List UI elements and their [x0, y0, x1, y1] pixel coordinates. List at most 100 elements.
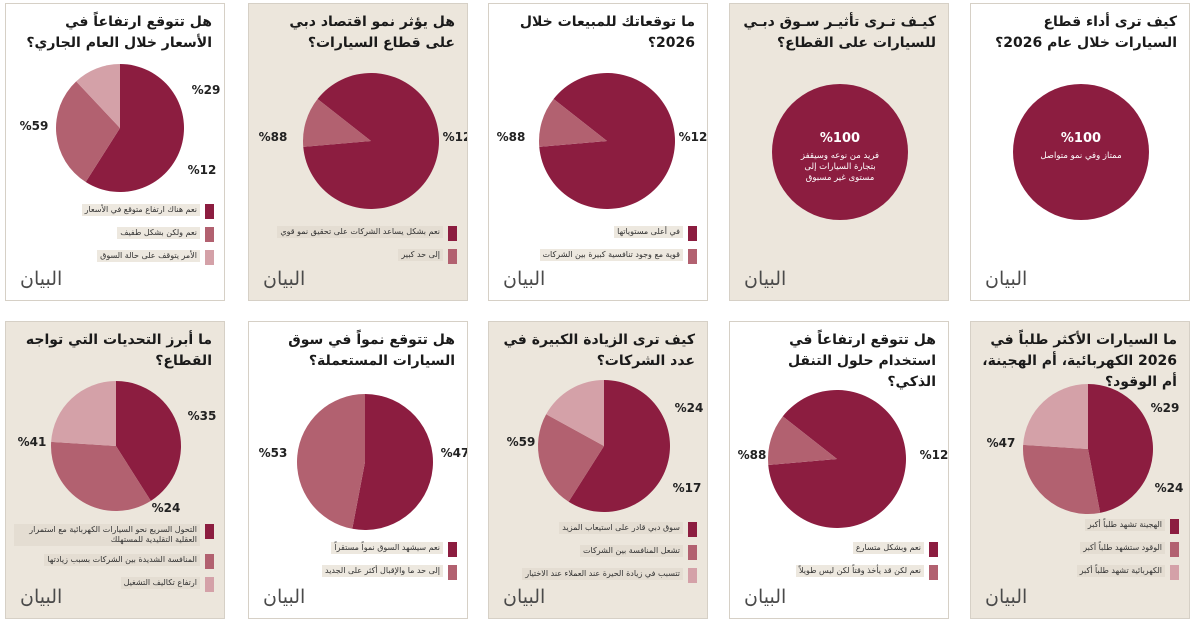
pie-chart: %88 %12: [259, 73, 468, 210]
legend-swatch: [448, 249, 457, 264]
legend-item: إلى حد ما والإقبال أكثر على الجديد: [257, 565, 457, 580]
survey-card: ما السيارات الأكثر طلباً في 2026 الكهربا…: [970, 321, 1190, 619]
value-label: %59: [507, 435, 536, 449]
value-label: %24: [1155, 481, 1184, 495]
value-label: %88: [497, 130, 526, 144]
pie-slice: [539, 73, 675, 210]
legend-label: ارتفاع تكاليف التشغيل: [120, 577, 200, 589]
pie-chart: %59 %29 %12: [20, 64, 220, 192]
legend-item: المنافسة الشديدة بين الشركات بسبب زيادته…: [14, 554, 214, 569]
pie-slice: [568, 380, 670, 512]
value-label: %35: [188, 409, 217, 423]
pie-slice: [768, 416, 837, 466]
legend-item: الكهربائية تشهد طلباً أكبر: [979, 565, 1179, 580]
pie-chart: %100 ممتاز وفي نمو متواصل: [1013, 84, 1149, 220]
legend-swatch: [448, 565, 457, 580]
albayan-logo: البيان: [985, 586, 1028, 608]
legend-swatch: [688, 249, 697, 264]
legend-swatch: [688, 522, 697, 537]
legend-label: الأمر يتوقف على حالة السوق: [97, 250, 200, 262]
legend-label: نعم هناك ارتفاع متوقع في الأسعار: [81, 204, 200, 216]
legend-label: قوية مع وجود تنافسية كبيرة بين الشركات: [539, 249, 683, 261]
value-label: %12: [920, 448, 949, 462]
albayan-logo: البيان: [20, 586, 63, 608]
value-label: %100: [820, 131, 860, 146]
pie-slice: [116, 381, 182, 501]
legend-label: سوق دبي قادر على استيعاب المزيد: [559, 522, 683, 534]
value-label: %59: [20, 119, 49, 133]
legend: الهجينة تشهد طلباً أكبر الوقود ستشهد طلبا…: [979, 519, 1179, 588]
value-label: %88: [259, 130, 288, 144]
legend-label: الكهربائية تشهد طلباً أكبر: [1076, 565, 1165, 577]
legend: نعم بشكل يساعد الشركات على تحقيق نمو قوي…: [257, 226, 457, 272]
pie-slice: [539, 98, 607, 147]
chart-title: هل يؤثر نمو اقتصاد دبي على قطاع السيارات…: [289, 14, 455, 51]
pie-slice: [50, 441, 151, 511]
legend-item: ارتفاع تكاليف التشغيل: [14, 577, 214, 592]
legend-label: التحول السريع نحو السيارات الكهربائية مع…: [14, 524, 200, 546]
survey-card: ما توقعاتك للمبيعات خلال 2026؟ %88 %12 في أ…: [488, 3, 708, 301]
survey-card: هل يؤثر نمو اقتصاد دبي على قطاع السيارات…: [248, 3, 468, 301]
pie-slice: [538, 414, 604, 502]
legend-item: نعم بشكل يساعد الشركات على تحقيق نمو قوي: [257, 226, 457, 241]
value-label: %88: [738, 448, 767, 462]
pie-slice: [772, 84, 908, 220]
legend-swatch: [929, 542, 938, 557]
legend-label: تشعل المنافسة بين الشركات: [579, 545, 683, 557]
legend-swatch: [205, 577, 214, 592]
albayan-logo: البيان: [263, 268, 306, 290]
legend-label: الوقود ستشهد طلباً أكبر: [1080, 542, 1165, 554]
chart-title: هل تتوقع ارتفاعاً في الأسعار خلال العام …: [26, 14, 212, 51]
albayan-logo: البيان: [503, 586, 546, 608]
albayan-logo: البيان: [263, 586, 306, 608]
legend-swatch: [688, 545, 697, 560]
legend-label: إلى حد ما والإقبال أكثر على الجديد: [322, 565, 443, 577]
legend-swatch: [1170, 565, 1179, 580]
value-label: %24: [152, 501, 181, 515]
legend-label: نعم وبشكل متسارع: [852, 542, 924, 554]
survey-card: هل تتوقع ارتفاعاً في استخدام حلول التنقل…: [729, 321, 949, 619]
legend-label: نعم بشكل يساعد الشركات على تحقيق نمو قوي: [277, 226, 443, 238]
pie-slice: [768, 390, 906, 528]
value-label: %47: [987, 436, 1016, 450]
legend-label: نعم سيشهد السوق نمواً مستقراً: [331, 542, 443, 554]
legend: نعم هناك ارتفاع متوقع في الأسعار نعم ولكن…: [14, 204, 214, 273]
pie-chart: %41 %35 %24: [18, 381, 217, 515]
legend-swatch: [205, 227, 214, 242]
legend-swatch: [448, 226, 457, 241]
value-label: %100: [1061, 131, 1101, 146]
legend: سوق دبي قادر على استيعاب المزيد تشعل المن…: [497, 522, 697, 591]
legend-item: نعم ولكن بشكل طفيف: [14, 227, 214, 242]
legend-item: تتسبب في زيادة الحيرة عند العملاء عند ال…: [497, 568, 697, 583]
chart-title: كيف ترى الزيادة الكبيرة في عدد الشركات؟: [503, 332, 695, 369]
value-label: %12: [443, 130, 468, 144]
value-label: %12: [679, 130, 708, 144]
value-label: %53: [259, 446, 288, 460]
legend-item: الأمر يتوقف على حالة السوق: [14, 250, 214, 265]
legend-label: المنافسة الشديدة بين الشركات بسبب زيادته…: [44, 554, 200, 566]
pie-slice: [1023, 384, 1088, 449]
legend-item: نعم لكن قد يأخذ وقتاً لكن ليس طويلاً: [738, 565, 938, 580]
legend-swatch: [205, 204, 214, 219]
pie-chart: %47 %29 %24: [987, 384, 1184, 514]
center-note: بتجارة السيارات إلى: [804, 162, 875, 172]
legend-swatch: [1170, 519, 1179, 534]
value-label: %24: [675, 401, 704, 415]
legend: نعم وبشكل متسارع نعم لكن قد يأخذ وقتاً لك…: [738, 542, 938, 588]
chart-title: ما السيارات الأكثر طلباً في 2026 الكهربا…: [982, 332, 1177, 390]
pie-slice: [51, 381, 116, 446]
survey-card: هل تتوقع نمواً في سوق السيارات المستعملة…: [248, 321, 468, 619]
legend-item: الهجينة تشهد طلباً أكبر: [979, 519, 1179, 534]
pie-chart: %88 %12: [497, 73, 708, 210]
pie-slice: [76, 64, 120, 128]
center-note: فريد من نوعه وسيقفز: [800, 151, 879, 161]
pie-slice: [352, 394, 433, 530]
albayan-logo: البيان: [985, 268, 1028, 290]
value-label: %12: [188, 163, 217, 177]
legend-swatch: [205, 524, 214, 539]
legend-label: نعم ولكن بشكل طفيف: [117, 227, 200, 239]
legend-swatch: [205, 250, 214, 265]
value-label: %41: [18, 435, 47, 449]
legend-label: نعم لكن قد يأخذ وقتاً لكن ليس طويلاً: [795, 565, 924, 577]
